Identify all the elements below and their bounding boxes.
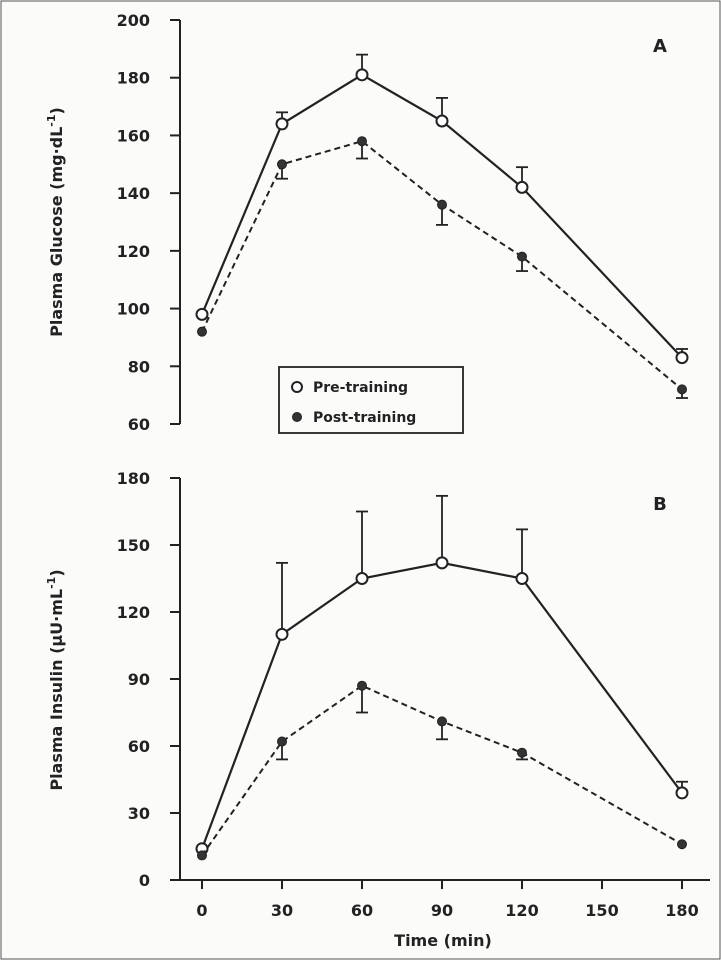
y-tick-label: 30 — [128, 804, 150, 823]
data-point-pre-training — [195, 307, 209, 321]
series-line-post-training — [201, 140, 683, 391]
legend-marker-post — [292, 412, 302, 422]
legend-label-post: Post-training — [313, 410, 416, 426]
data-point-post-training — [277, 159, 287, 170]
data-point-post-training — [357, 680, 367, 691]
legend: Pre-training Post-training — [278, 366, 464, 434]
x-tick-label: 30 — [271, 901, 293, 920]
data-point-pre-training — [275, 627, 289, 641]
data-point-post-training — [677, 839, 687, 850]
series-line-pre-training — [200, 561, 683, 850]
data-point-pre-training — [435, 114, 449, 128]
data-point-pre-training — [355, 572, 369, 585]
x-axis-title: Time (min) — [394, 931, 492, 950]
data-point-post-training — [197, 850, 207, 861]
legend-label-pre: Pre-training — [313, 380, 408, 396]
data-point-post-training — [437, 199, 447, 210]
data-point-post-training — [357, 136, 367, 147]
y-tick-label: 90 — [128, 670, 150, 689]
data-point-post-training — [517, 747, 527, 758]
data-point-post-training — [437, 716, 447, 727]
x-tick-label: 180 — [665, 901, 698, 920]
data-point-post-training — [677, 384, 687, 395]
legend-box — [278, 366, 464, 434]
y-tick-label: 180 — [117, 69, 150, 88]
y-tick-label: 180 — [117, 469, 150, 488]
y-tick-label: 60 — [128, 415, 150, 434]
panel-a: 60 80 100 120 140 160 180 200 Plasma Glucose (mg… — [45, 11, 689, 434]
series-line-post-training — [201, 684, 683, 857]
x-tick-label: 60 — [351, 901, 373, 920]
data-point-pre-training — [515, 572, 529, 585]
x-tick-label: 0 — [196, 901, 207, 920]
data-point-pre-training — [355, 68, 369, 82]
data-point-pre-training — [515, 180, 529, 194]
x-tick-label: 120 — [505, 901, 538, 920]
y-tick-label: 120 — [117, 603, 150, 622]
data-point-pre-training — [675, 351, 689, 365]
x-tick-label: 150 — [585, 901, 618, 920]
data-point-post-training — [517, 251, 527, 262]
y-tick-label: 160 — [117, 126, 150, 145]
y-tick-label: 100 — [117, 300, 150, 319]
series-line-pre-training — [200, 73, 683, 359]
y-tick-label: 60 — [128, 737, 150, 756]
x-tick-label: 90 — [431, 901, 453, 920]
data-point-pre-training — [435, 556, 449, 570]
y-axis-title: Plasma Insulin (µU·mL-1) — [45, 569, 66, 790]
y-tick-label: 80 — [128, 357, 150, 376]
y-tick-label: 140 — [117, 184, 150, 203]
y-tick-label: 0 — [139, 871, 150, 890]
legend-marker-pre — [291, 381, 303, 393]
panel-label: A — [653, 36, 667, 57]
data-point-post-training — [197, 326, 207, 337]
data-point-post-training — [277, 736, 287, 747]
data-point-pre-training — [675, 786, 689, 800]
y-tick-label: 150 — [117, 536, 150, 555]
y-tick-label: 120 — [117, 242, 150, 261]
panel-b: 0 30 60 90 120 150 180 0 30 60 90 120 150 180 Plasma I… — [45, 469, 710, 920]
y-tick-label: 200 — [117, 11, 150, 30]
data-point-pre-training — [275, 117, 289, 131]
panel-label: B — [653, 494, 667, 515]
y-axis-title: Plasma Glucose (mg·dL-1) — [45, 107, 66, 337]
